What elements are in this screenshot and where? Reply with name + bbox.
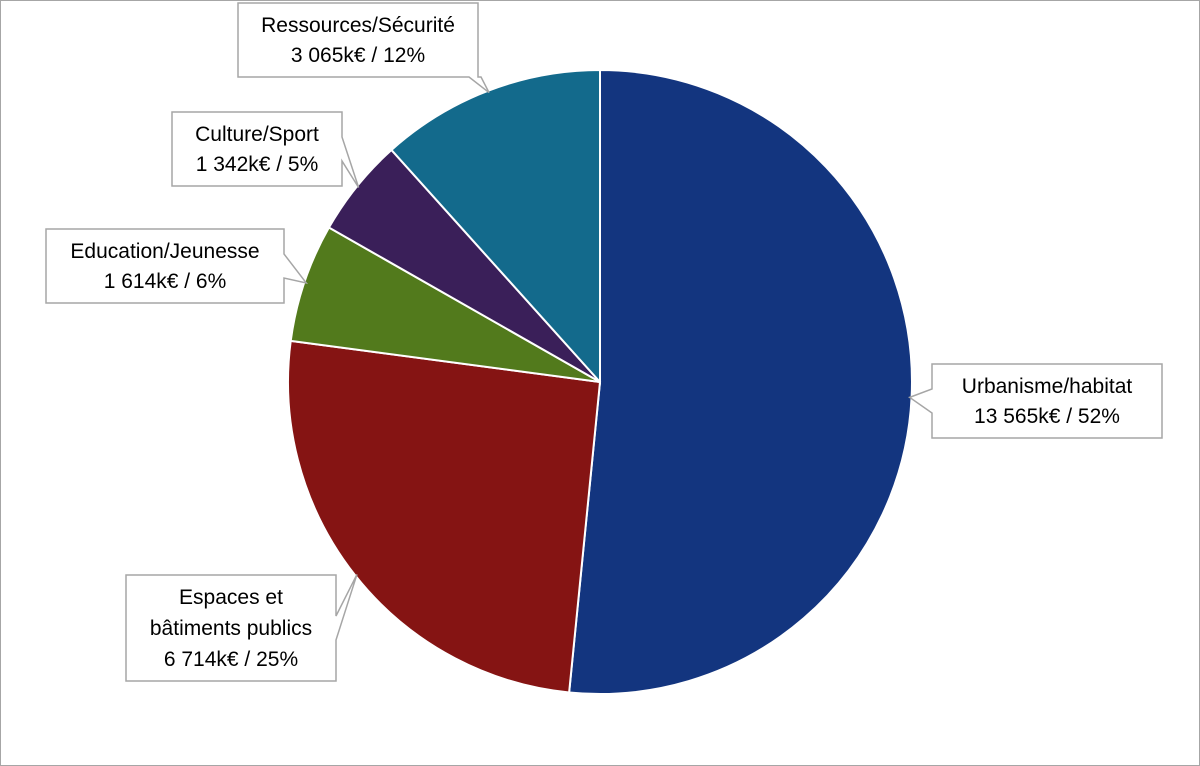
data-label-line: 3 065k€ / 12%	[291, 44, 425, 67]
data-label-education-jeunesse: Education/Jeunesse 1 614k€ / 6%	[45, 228, 309, 304]
data-label-line: 13 565k€ / 52%	[974, 405, 1120, 428]
data-label-line: Culture/Sport	[195, 123, 319, 146]
data-label-box	[171, 111, 360, 188]
pie-labels: Urbanisme/habitat 13 565k€ / 52% Espaces e…	[45, 2, 1163, 682]
data-label-line: Espaces et	[179, 586, 283, 609]
pie-slice-espaces-et-batiments-publics	[287, 339, 602, 694]
data-label-line: 1 614k€ / 6%	[104, 270, 227, 293]
data-label-box	[237, 2, 490, 94]
data-label-line: bâtiments publics	[150, 617, 312, 640]
data-label-espaces-et-batiments-publics: Espaces et bâtiments publics 6 714k€ / 25%	[125, 574, 358, 682]
data-label-box	[125, 574, 358, 682]
data-label-urbanisme-habitat: Urbanisme/habitat 13 565k€ / 52%	[908, 363, 1163, 439]
data-label-ressources-securite: Ressources/Sécurité 3 065k€ / 12%	[237, 2, 490, 94]
data-label-box	[45, 228, 309, 304]
pie-slices	[287, 68, 913, 695]
data-label-box	[908, 363, 1163, 439]
data-label-line: Ressources/Sécurité	[261, 14, 455, 37]
data-label-line: Urbanisme/habitat	[962, 375, 1133, 398]
data-label-line: 1 342k€ / 5%	[196, 153, 319, 176]
pie-slice-urbanisme-habitat	[568, 68, 913, 695]
data-label-culture-sport: Culture/Sport 1 342k€ / 5%	[171, 111, 360, 188]
data-label-line: Education/Jeunesse	[70, 240, 259, 263]
data-label-line: 6 714k€ / 25%	[164, 648, 298, 671]
